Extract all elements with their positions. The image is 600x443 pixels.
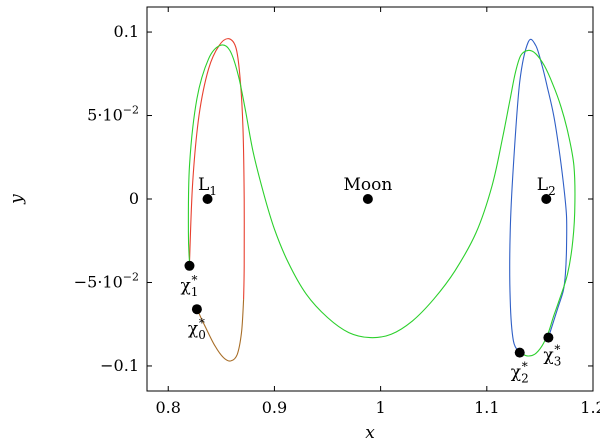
points-layer: L1 Moon L2 χ1* χ0* χ2* χ3* (180, 175, 561, 386)
y-axis-label: y (7, 194, 27, 205)
point-marker (362, 194, 373, 204)
x-axis-label: x (365, 423, 375, 443)
point-marker (184, 260, 195, 271)
x-tick-label: 1.2 (580, 398, 600, 417)
point-label: L1 (198, 175, 217, 198)
y-tick-label: 0.1 (114, 22, 139, 41)
y-tick-label: −5·10−2 (74, 270, 139, 291)
x-tick-label: 1 (376, 398, 386, 417)
point-label: Moon (343, 175, 392, 195)
point-label: χ1* (180, 273, 198, 299)
plot-lines (187, 38, 576, 362)
series-line-2 (196, 299, 245, 362)
x-tick-label: 0.9 (262, 398, 287, 417)
point-marker (543, 332, 554, 343)
point-marker (191, 304, 202, 315)
y-tick-label: 5·10−2 (87, 104, 139, 125)
series-line-3 (509, 38, 568, 353)
point-marker (202, 194, 213, 204)
series-line-4 (187, 44, 576, 357)
y-tick-label: 0 (129, 189, 139, 208)
point-label: L2 (537, 175, 556, 198)
point-label: χ0* (188, 316, 206, 342)
x-tick-label: 1.1 (474, 398, 499, 417)
y-tick-label: −0.1 (100, 356, 139, 375)
point-marker (541, 194, 552, 204)
point-marker (514, 347, 525, 358)
series-line-1 (188, 38, 245, 300)
x-tick-label: 0.8 (156, 398, 181, 417)
point-label: χ3* (543, 343, 561, 369)
point-label: χ2* (511, 360, 529, 386)
